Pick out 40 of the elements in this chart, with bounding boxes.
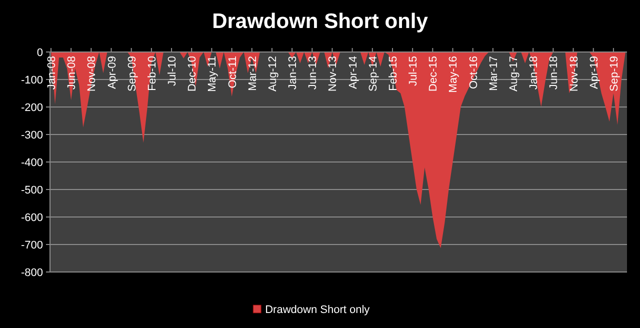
y-tick-label: -600 [20,212,43,224]
x-tick-label: Jan-08 [46,56,58,90]
y-tick-label: -300 [20,130,43,142]
x-tick-label: May-16 [448,56,460,93]
x-tick-label: Jun-18 [548,56,560,90]
y-tick-label: -700 [20,240,43,252]
x-tick-label: Jul-15 [408,56,420,86]
x-tick-label: Dec-15 [428,56,440,92]
x-tick-label: Nov-08 [86,56,98,92]
x-tick-label: Dec-10 [186,56,199,92]
x-tick-label: Nov-13 [327,56,340,92]
x-tick-label: Jan-13 [287,56,300,90]
y-tick-label: -100 [20,74,43,86]
x-tick-label: Mar-12 [246,56,259,91]
x-tick-label: Oct-11 [226,56,239,88]
x-tick-label: Feb-10 [146,56,158,91]
x-tick-label: May-11 [206,56,219,92]
x-tick-label: Jan-18 [528,56,540,90]
x-tick-label: Sep-19 [608,56,620,92]
y-tick-label: -400 [20,157,43,169]
x-tick-label: Feb-15 [387,56,400,91]
y-tick-label: -800 [20,267,43,279]
x-tick-label: Apr-09 [106,56,118,90]
x-tick-label: Aug-12 [266,56,279,92]
x-tick-label: Jul-10 [166,56,179,86]
x-tick-label: Oct-16 [468,56,480,90]
x-tick-label: Apr-14 [347,56,360,90]
x-tick-label: Nov-18 [568,56,580,92]
x-tick-label: Aug-17 [508,56,520,92]
x-tick-label: Jun-08 [66,56,78,90]
x-tick-label: Mar-17 [488,56,500,91]
x-tick-label: Apr-19 [588,56,600,90]
legend-label: Drawdown Short only [265,304,370,316]
x-tick-label: Sep-09 [126,56,138,92]
x-tick-label: Sep-14 [367,56,380,92]
x-tick-label: Jun-13 [307,56,320,90]
y-tick-label: -500 [20,184,43,196]
y-tick-label: 0 [36,47,43,59]
y-tick-label: -200 [20,102,43,114]
chart-title: Drawdown Short only [212,10,428,33]
